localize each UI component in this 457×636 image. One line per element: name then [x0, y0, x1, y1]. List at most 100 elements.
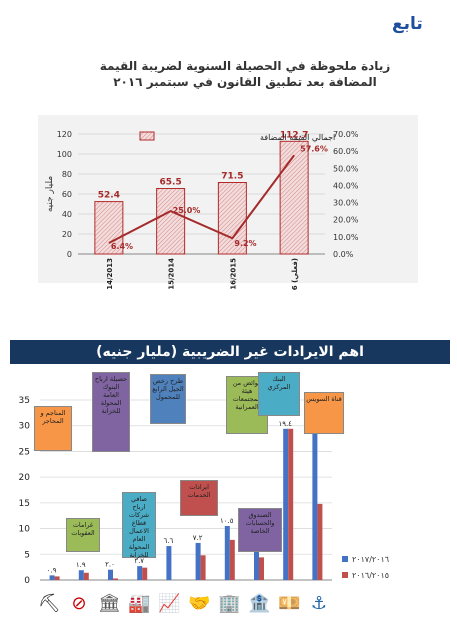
chart1-bar	[94, 201, 124, 255]
chart2-y-tick: 5	[24, 550, 30, 560]
chart1-y-label: مليار جنيه	[45, 176, 55, 212]
category-box: الصندوق والحسابات الخاصة	[238, 508, 282, 552]
chart2-bar-2017	[166, 546, 172, 580]
no-entry-icon: ⊘	[71, 593, 87, 614]
chart2-data-label: ١٩.٤	[278, 420, 292, 428]
chart1-x-tick: 2017/2016 (فعلي)	[291, 258, 299, 290]
chart2-data-label: ١٠.٥	[220, 517, 234, 525]
chart2-bar-2017	[195, 542, 201, 580]
chart1-bar	[279, 140, 309, 255]
chart2-bar-2016	[142, 567, 148, 580]
chart2-bar-2016	[54, 576, 60, 580]
buildings-icon: 🏢	[218, 593, 241, 614]
chart2-data-label: ٢.٧	[134, 557, 144, 565]
chart2-data-label: ٢.٠	[105, 561, 115, 569]
chart2-bar-2017	[78, 570, 84, 580]
chart2-bar-2016	[317, 503, 323, 580]
bank-icon: 🏛	[98, 593, 121, 614]
chart2-bar-2016	[83, 572, 89, 580]
growth-chart-icon: 📈	[158, 593, 181, 614]
factory-icon: 🏭	[128, 593, 151, 614]
chart1-legend-swatch	[139, 131, 155, 141]
chart1-x-tick: 2016/2015	[229, 258, 237, 290]
chart2-y-tick: 10	[19, 525, 31, 535]
chart1-y-tick: 40	[62, 210, 72, 219]
chart2-data-label: ٦.٦	[164, 537, 174, 545]
chart1-y-tick: 120	[57, 130, 72, 139]
chart1-title-line1: زيادة ملحوظة في الحصيلة السنوية لضريبة ا…	[99, 59, 391, 73]
chart2-legend-swatch-2016	[342, 572, 348, 578]
mining-icon: ⛏	[38, 593, 61, 614]
chart2-bar-2017	[137, 566, 143, 580]
category-box: البنك المركزي	[258, 372, 300, 416]
chart2-bar-2017	[224, 526, 230, 580]
chart1-bar-label: 65.5	[160, 178, 182, 188]
suez-canal-icon: ⚓	[310, 593, 328, 614]
chart2-legend-label-2016: ٢٠١٦/٢٠١٥	[352, 571, 389, 580]
category-box: طرح رخص الجيل الرابع للمحمول	[150, 374, 186, 424]
currency-icon: 💴	[278, 593, 301, 614]
chart2-title-banner: اهم الايرادات غير الضريبية (مليار جنيه)	[10, 340, 450, 364]
chart1-y2-tick: 40.0%	[333, 181, 359, 190]
chart1-y-tick: 60	[62, 190, 72, 199]
chart2-y-tick: 0	[24, 576, 30, 586]
chart2-legend-label-2017: ٢٠١٧/٢٠١٦	[352, 555, 389, 564]
chart2-data-label: ٠.٩	[47, 566, 57, 574]
chart1-x-tick: 2015/2014	[168, 258, 176, 290]
category-boxes: المناجم و المحاجر غرامات العقوبات حصيلة ار…	[0, 370, 457, 559]
chart2-bar-2017	[283, 428, 289, 580]
chart2-y-tick: 25	[19, 447, 30, 457]
chart1-bar-label: 112.7	[280, 130, 308, 140]
category-box: المناجم و المحاجر	[34, 406, 72, 451]
chart2-data-label: ١.٩	[76, 561, 86, 569]
chart1-line-label: 9.2%	[234, 239, 256, 248]
chart1-bar	[217, 182, 247, 255]
funds-icon: 🏦	[248, 593, 271, 614]
chart2-bar-2017	[49, 575, 55, 580]
chart1-y2-tick: 30.0%	[333, 199, 359, 208]
chart1-y2-tick: 10.0%	[333, 233, 359, 242]
chart2-bar-2016	[200, 555, 206, 580]
chart1-svg: 0 20 40 60 80 100 120 0.0% 10.0% 20.0% 30.0% 40.0% 5…	[45, 130, 359, 290]
chart1-y2-tick: 0.0%	[333, 250, 354, 259]
chart2-bar-2016	[288, 428, 294, 580]
chart2-y-tick: 20	[19, 473, 31, 483]
chart1-growth-line	[108, 154, 295, 244]
chart1-y-tick: 80	[62, 170, 72, 179]
chart2-bar-2017	[312, 425, 318, 580]
category-box: غرامات العقوبات	[66, 518, 100, 552]
category-box: صافي ارباح شركات قطاع الاعمال العام المح…	[122, 492, 156, 559]
chart2-bar-2017	[254, 550, 259, 580]
chart1-y-tick: 0	[67, 250, 72, 259]
chart1-line-label: 57.6%	[300, 144, 328, 153]
chart2-y-tick: 15	[19, 499, 30, 509]
chart1-y-tick: 20	[62, 230, 72, 239]
chart2-bar-2016	[113, 578, 118, 580]
chart1-y2-tick: 20.0%	[333, 216, 359, 225]
chart1-title: زيادة ملحوظة في الحصيلة السنوية لضريبة ا…	[95, 58, 395, 90]
category-box: ايرادات الخدمات	[180, 480, 218, 516]
chart2-bar-2017	[108, 569, 113, 580]
chart1-bar-label: 52.4	[98, 191, 120, 201]
chart1-line-label: 6.4%	[111, 242, 133, 251]
category-box: حصيلة ارباح البنوك العامة المحولة للخزان…	[92, 372, 130, 452]
chart1-y2-tick: 70.0%	[333, 130, 359, 139]
handshake-icon: 🤝	[188, 593, 211, 614]
chart2-data-label: ٧.٢	[193, 534, 203, 542]
chart1-y-tick: 100	[57, 150, 72, 159]
category-box: قناة السويس	[304, 392, 344, 434]
chart2-bar-2016	[259, 557, 264, 580]
chart1-x-tick: 2014/2013	[106, 258, 114, 290]
chart1-legend-label: اجمالي القيمة المضافة	[260, 133, 335, 142]
icon-row: ⛏ ⊘ 🏛 🏭 📈 🤝 🏢 🏦 💴 ⚓	[38, 592, 358, 620]
chart1-bar	[156, 188, 186, 255]
chart1-title-line2: المضافة بعد تطبيق القانون في سبتمبر ٢٠١٦	[113, 75, 377, 89]
chart2-legend-swatch-2017	[342, 556, 348, 562]
chart1-line-label: 25.0%	[173, 206, 201, 215]
chart2-y-tick: 35	[19, 396, 30, 406]
chart1-bar-label: 71.5	[221, 172, 243, 182]
chart1-y2-tick: 60.0%	[333, 147, 359, 156]
chart2-y-tick: 30	[19, 422, 31, 432]
chart1-y2-tick: 50.0%	[333, 164, 359, 173]
chart2-bar-2016	[229, 539, 235, 580]
